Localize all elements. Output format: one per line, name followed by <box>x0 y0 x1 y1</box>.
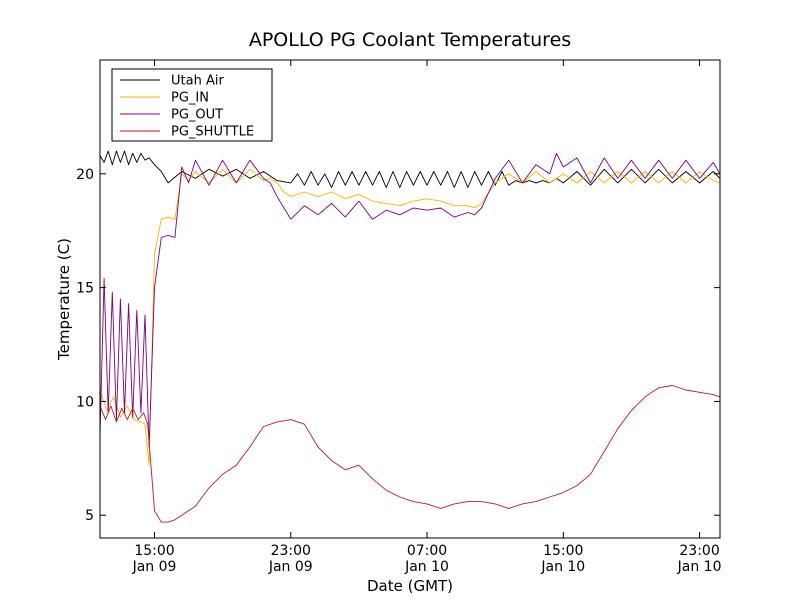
legend-label: PG_SHUTTLE <box>171 125 254 140</box>
series-line-pg-in <box>99 168 721 466</box>
chart-title: APOLLO PG Coolant Temperatures <box>249 29 571 51</box>
legend-label: PG_OUT <box>171 108 223 123</box>
y-axis-label: Temperature (C) <box>55 238 73 361</box>
legend-frame <box>111 68 273 142</box>
x-tick-label-date: Jan 10 <box>404 559 449 575</box>
y-tick-label: 20 <box>76 167 94 183</box>
x-tick-label-time: 23:00 <box>271 543 311 559</box>
legend-label: Utah Air <box>171 74 224 89</box>
x-tick-label-date: Jan 09 <box>132 559 177 575</box>
y-axis: 5 10 15 20 <box>76 167 720 524</box>
x-tick-label-time: 15:00 <box>134 543 174 559</box>
series-line-pg-shuttle <box>99 385 721 523</box>
plot-frame <box>99 59 721 539</box>
legend: Utah Air PG_IN PG_OUT PG_SHUTTLE <box>111 68 273 142</box>
x-tick-label-time: 07:00 <box>407 543 447 559</box>
legend-label: PG_IN <box>171 91 209 106</box>
x-tick-label-date: Jan 10 <box>540 559 585 575</box>
y-tick-label: 10 <box>76 394 94 410</box>
series-line-pg-out <box>99 152 721 448</box>
x-tick-label-time: 23:00 <box>679 543 719 559</box>
series-line-utah-air <box>99 150 721 188</box>
x-tick-label-date: Jan 09 <box>268 559 313 575</box>
y-tick-label: 15 <box>76 281 94 297</box>
x-tick-label-time: 15:00 <box>543 543 583 559</box>
y-tick-label: 5 <box>85 508 94 524</box>
plot-lines <box>99 150 721 523</box>
x-tick-label-date: Jan 10 <box>677 559 722 575</box>
x-axis-label: Date (GMT) <box>367 577 453 595</box>
